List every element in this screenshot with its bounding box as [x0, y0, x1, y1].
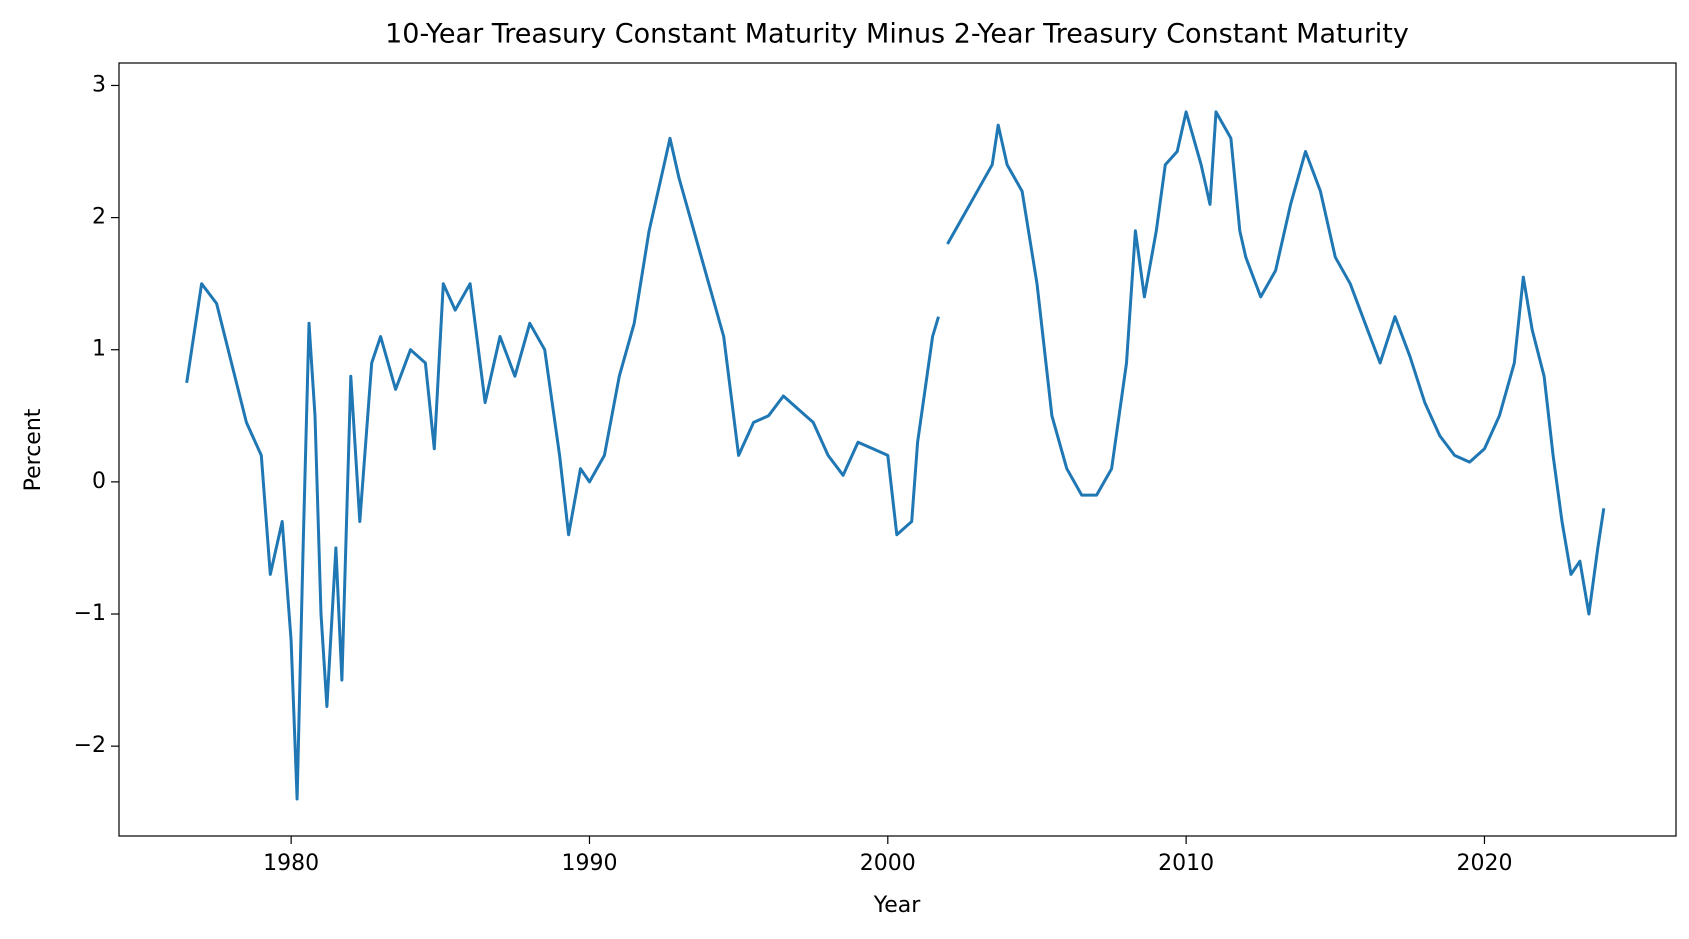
- x-axis-label: Year: [873, 893, 922, 918]
- y-tick-label: 1: [92, 337, 106, 362]
- y-tick-label: −1: [74, 601, 106, 626]
- data-line: [185, 110, 1606, 801]
- y-tick-label: 3: [92, 72, 106, 97]
- chart-title: 10-Year Treasury Constant Maturity Minus…: [385, 19, 1409, 50]
- x-tick-label: 1990: [561, 851, 617, 876]
- y-axis-label: Percent: [21, 408, 46, 491]
- x-tick-label: 1980: [263, 851, 319, 876]
- x-tick-label: 2010: [1158, 851, 1214, 876]
- y-tick-label: −2: [74, 733, 106, 758]
- y-tick-label: 0: [92, 469, 106, 494]
- plot-frame: [118, 62, 1677, 837]
- x-tick-label: 2020: [1456, 851, 1512, 876]
- x-tick-label: 2000: [860, 851, 916, 876]
- y-tick-label: 2: [92, 205, 106, 230]
